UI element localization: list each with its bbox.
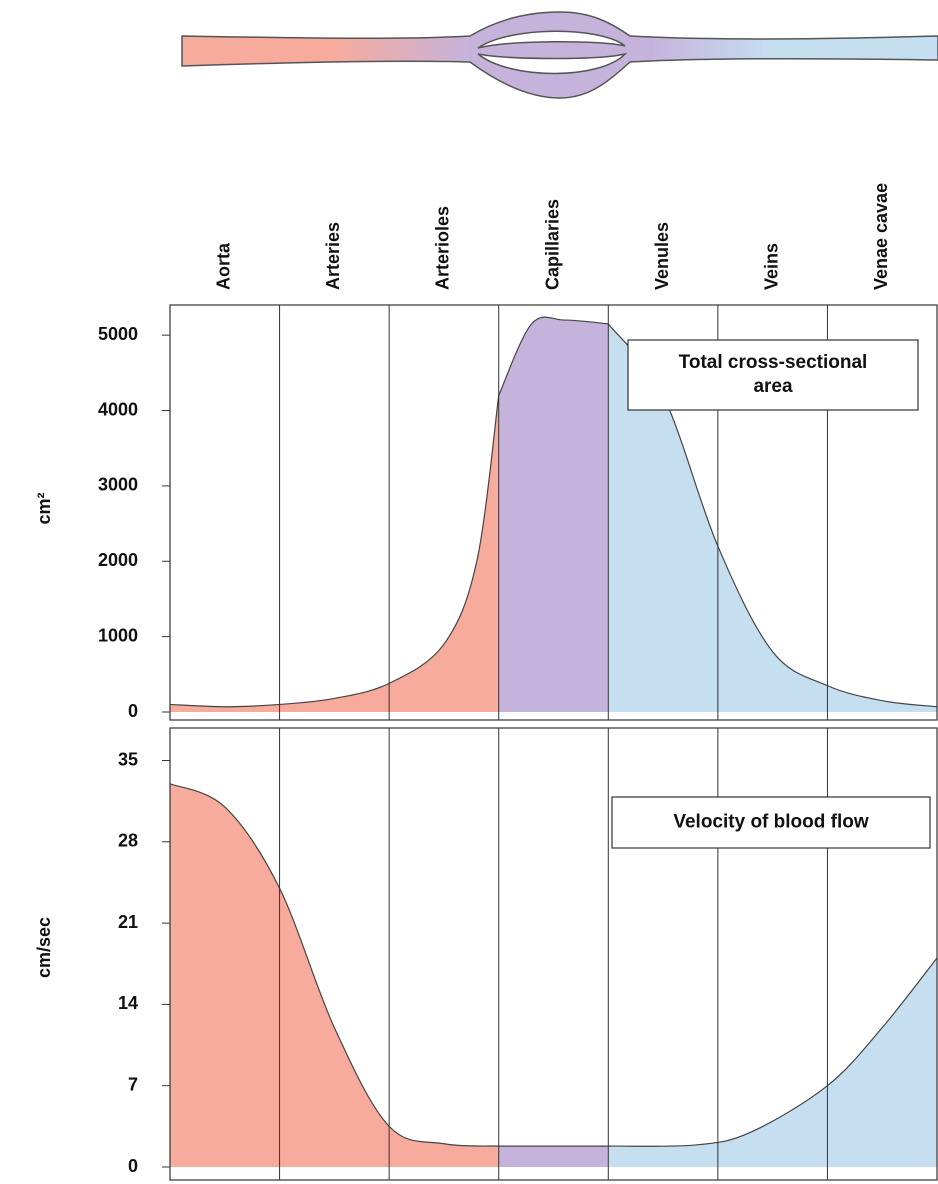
area-outline <box>498 316 609 396</box>
category-label: Capillaries <box>542 199 562 290</box>
area <box>498 1146 609 1167</box>
plot-frame <box>169 727 938 1181</box>
area <box>498 317 609 712</box>
area-outline <box>169 783 499 1147</box>
vessel-diagram <box>181 11 938 99</box>
y-tick-label: 0 <box>128 701 138 721</box>
y-tick-label: 0 <box>128 1156 138 1176</box>
category-label: Venules <box>652 222 672 290</box>
y-tick-label: 35 <box>118 749 138 769</box>
area <box>170 783 499 1167</box>
area <box>170 395 499 712</box>
y-tick-label: 21 <box>118 912 138 932</box>
category-label: Aorta <box>214 242 234 290</box>
annotation-box <box>627 339 919 411</box>
y-tick-label: 5000 <box>98 324 138 344</box>
y-tick-label: 4000 <box>98 399 138 419</box>
y-tick-label: 14 <box>118 993 138 1013</box>
y-tick-label: 7 <box>128 1074 138 1094</box>
annotation: area <box>753 376 793 397</box>
category-label: Arterioles <box>433 206 453 290</box>
y-tick-label: 28 <box>118 831 138 851</box>
category-label: Arteries <box>323 222 343 290</box>
y-tick-label: 3000 <box>98 475 138 495</box>
y-tick-label: 1000 <box>98 625 138 645</box>
area-outline <box>608 957 938 1147</box>
y-axis-label: cm² <box>34 492 54 524</box>
annotation: Total cross-sectional <box>679 352 868 373</box>
annotation-box <box>611 796 931 849</box>
category-label: Venae cavae <box>871 183 891 290</box>
plot-frame <box>169 304 938 721</box>
area <box>608 957 937 1167</box>
y-axis-label: cm/sec <box>34 917 54 978</box>
area <box>608 323 937 712</box>
annotation: Velocity of blood flow <box>673 812 869 833</box>
y-tick-label: 2000 <box>98 550 138 570</box>
category-label: Veins <box>761 243 781 290</box>
